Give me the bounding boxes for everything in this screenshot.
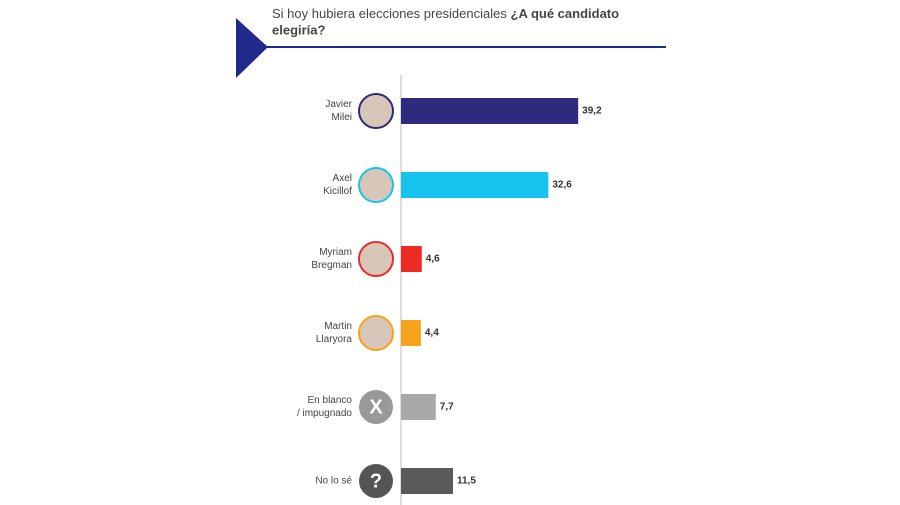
category-label: Javier [325, 99, 352, 110]
bar [401, 394, 436, 420]
category-label: Myriam [319, 247, 352, 258]
icon-label: X [369, 396, 383, 418]
bar [401, 172, 549, 198]
avatar [359, 390, 393, 424]
value-label: 4,6 [426, 254, 440, 265]
title-question: ¿A qué candidato [511, 6, 620, 21]
title-question: elegiría? [272, 22, 326, 37]
avatar [358, 167, 394, 203]
title-lead: Si hoy hubiera elecciones presidenciales [272, 6, 507, 21]
value-label: 39,2 [582, 106, 602, 117]
bar [401, 468, 453, 494]
category-label: Bregman [311, 260, 352, 271]
category-label: Llaryora [316, 334, 353, 345]
category-label: En blanco [308, 395, 353, 406]
value-label: 32,6 [552, 180, 572, 191]
bar [401, 98, 579, 124]
icon-label: ? [370, 470, 382, 492]
avatar [358, 93, 394, 129]
chart-title: Si hoy hubiera elecciones presidenciales… [272, 6, 619, 21]
value-label: 4,4 [425, 328, 439, 339]
category-label: No lo sé [315, 476, 352, 487]
category-label: Martin [324, 321, 352, 332]
category-label: / impugnado [297, 408, 352, 419]
avatar [358, 315, 394, 351]
value-label: 11,5 [457, 476, 476, 487]
bar [401, 246, 422, 272]
category-label: Axel [333, 173, 352, 184]
bar [401, 320, 421, 346]
category-label: Milei [331, 112, 352, 123]
avatar [358, 241, 394, 277]
category-label: Kicillof [323, 186, 352, 197]
value-label: 7,7 [440, 402, 454, 413]
avatar [359, 464, 393, 498]
